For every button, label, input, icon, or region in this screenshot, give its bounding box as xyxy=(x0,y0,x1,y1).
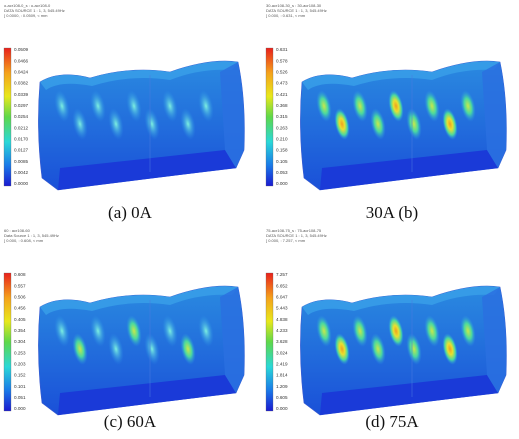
header-line: [ 0.000, : 0.631, < mm xyxy=(266,13,306,18)
legend-tick-label: 0.000 xyxy=(14,406,26,411)
legend-tick-label: 0.304 xyxy=(14,339,26,344)
legend-tick-label: 0.0212 xyxy=(14,125,28,130)
legend-tick-label: 0.0509 xyxy=(14,47,28,52)
legend-tick-label: 0.105 xyxy=(276,159,288,164)
header-line: [ 0.000, : 7.257, < mm xyxy=(266,238,306,243)
legend-tick-label: 0.0382 xyxy=(14,81,28,86)
figure: o-acr108-0_s : o-acr108-0DATA SOURCE 1 :… xyxy=(0,0,519,439)
legend-tick-label: 0.456 xyxy=(14,306,26,311)
legend-tick-label: 0.0466 xyxy=(14,58,28,63)
legend-tick-label: 0.315 xyxy=(276,114,288,119)
legend-tick-label: 7.257 xyxy=(276,272,288,277)
legend-tick-label: 0.368 xyxy=(276,103,288,108)
legend-tick-label: 0.203 xyxy=(14,362,26,367)
legend-tick-label: 0.0085 xyxy=(14,159,28,164)
legend-tick-label: 4.233 xyxy=(276,328,288,333)
legend-tick-label: 1.209 xyxy=(276,384,288,389)
header-line: [ 0.000, : 0.608, < mm xyxy=(4,238,44,243)
legend-tick-label: 0.0297 xyxy=(14,103,28,108)
legend-tick-label: 0.000 xyxy=(276,406,288,411)
legend-tick-label: 0.0042 xyxy=(14,170,28,175)
caption: 30A (b) xyxy=(366,203,418,222)
legend-tick-label: 0.608 xyxy=(14,272,26,277)
legend-tick-label: 3.628 xyxy=(276,339,288,344)
legend-tick-label: 0.405 xyxy=(14,317,26,322)
legend-tick-label: 0.158 xyxy=(276,148,288,153)
color-bar xyxy=(266,273,273,411)
legend-tick-label: 0.0424 xyxy=(14,70,28,75)
legend-tick-label: 0.354 xyxy=(14,328,26,333)
legend-tick-label: 0.578 xyxy=(276,58,288,63)
legend-tick-label: 0.263 xyxy=(276,125,288,130)
legend-tick-label: 0.0339 xyxy=(14,92,28,97)
legend-tick-label: 0.506 xyxy=(14,295,26,300)
legend-tick-label: 2.419 xyxy=(276,362,288,367)
page: {"panels": [ {"header": ["o-acr108-0_s :… xyxy=(0,0,519,439)
legend-tick-label: 0.526 xyxy=(276,70,288,75)
legend-tick-label: 6.652 xyxy=(276,283,288,288)
header-line: [ 0.0000, : 0.0509, < mm xyxy=(4,13,48,18)
legend-tick-label: 0.0127 xyxy=(14,148,28,153)
legend-tick-label: 0.0000 xyxy=(14,181,28,186)
legend-tick-label: 0.051 xyxy=(14,395,26,400)
legend-tick-label: 6.047 xyxy=(276,295,288,300)
legend-tick-label: 3.024 xyxy=(276,350,288,355)
caption: (a) 0A xyxy=(108,203,153,222)
caption: (c) 60A xyxy=(104,412,157,431)
color-bar xyxy=(4,48,11,186)
legend-tick-label: 0.152 xyxy=(14,373,26,378)
color-bar xyxy=(266,48,273,186)
legend-tick-label: 0.557 xyxy=(14,283,26,288)
legend-tick-label: 0.101 xyxy=(14,384,26,389)
legend-tick-label: 1.814 xyxy=(276,373,288,378)
legend-tick-label: 4.838 xyxy=(276,317,288,322)
legend-tick-label: 0.421 xyxy=(276,92,288,97)
legend-tick-label: 5.443 xyxy=(276,306,288,311)
legend-tick-label: 0.053 xyxy=(276,170,288,175)
color-bar xyxy=(4,273,11,411)
legend-tick-label: 0.605 xyxy=(276,395,288,400)
legend-tick-label: 0.0254 xyxy=(14,114,28,119)
legend-tick-label: 0.0170 xyxy=(14,137,28,142)
legend-tick-label: 0.631 xyxy=(276,47,288,52)
legend-tick-label: 0.000 xyxy=(276,181,288,186)
caption: (d) 75A xyxy=(365,412,419,431)
legend-tick-label: 0.473 xyxy=(276,81,288,86)
legend-tick-label: 0.210 xyxy=(276,137,288,142)
legend-tick-label: 0.253 xyxy=(14,350,26,355)
